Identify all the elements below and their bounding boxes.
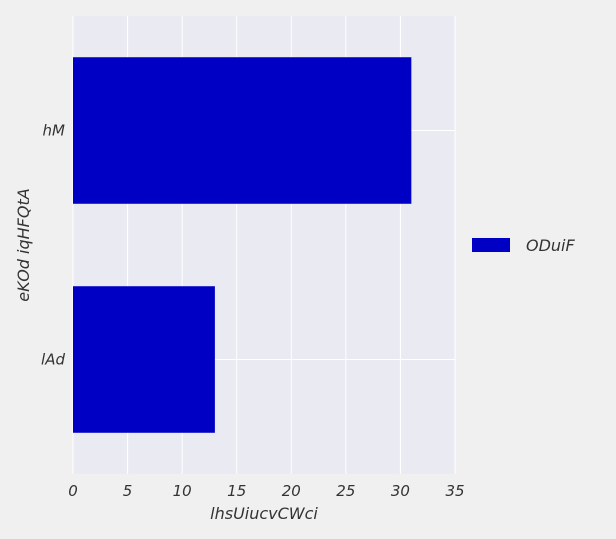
x-axis-label: lhsUiucvCWci [210, 504, 318, 523]
bar-lAd [73, 286, 215, 433]
y-tick-label: hM [43, 122, 66, 140]
legend-label: ODuiF [526, 236, 576, 255]
x-tick-labels: 0 5 10 15 20 25 30 35 [68, 482, 464, 500]
x-tick-label: 10 [173, 482, 192, 500]
bars-group [73, 57, 412, 433]
x-tick-label: 25 [336, 482, 355, 500]
x-tick-label: 15 [227, 482, 246, 500]
x-tick-label: 0 [68, 482, 78, 500]
y-tick-labels: lAd hM [41, 122, 65, 369]
legend-swatch [472, 238, 510, 252]
x-tick-label: 35 [445, 482, 464, 500]
x-tick-label: 20 [282, 482, 301, 500]
x-tick-label: 5 [123, 482, 133, 500]
legend: ODuiF [472, 236, 576, 255]
bar-hM [73, 57, 412, 204]
x-tick-label: 30 [391, 482, 410, 500]
y-axis-label: eKOd iqHFQtA [14, 188, 33, 301]
y-tick-label: lAd [41, 351, 65, 369]
